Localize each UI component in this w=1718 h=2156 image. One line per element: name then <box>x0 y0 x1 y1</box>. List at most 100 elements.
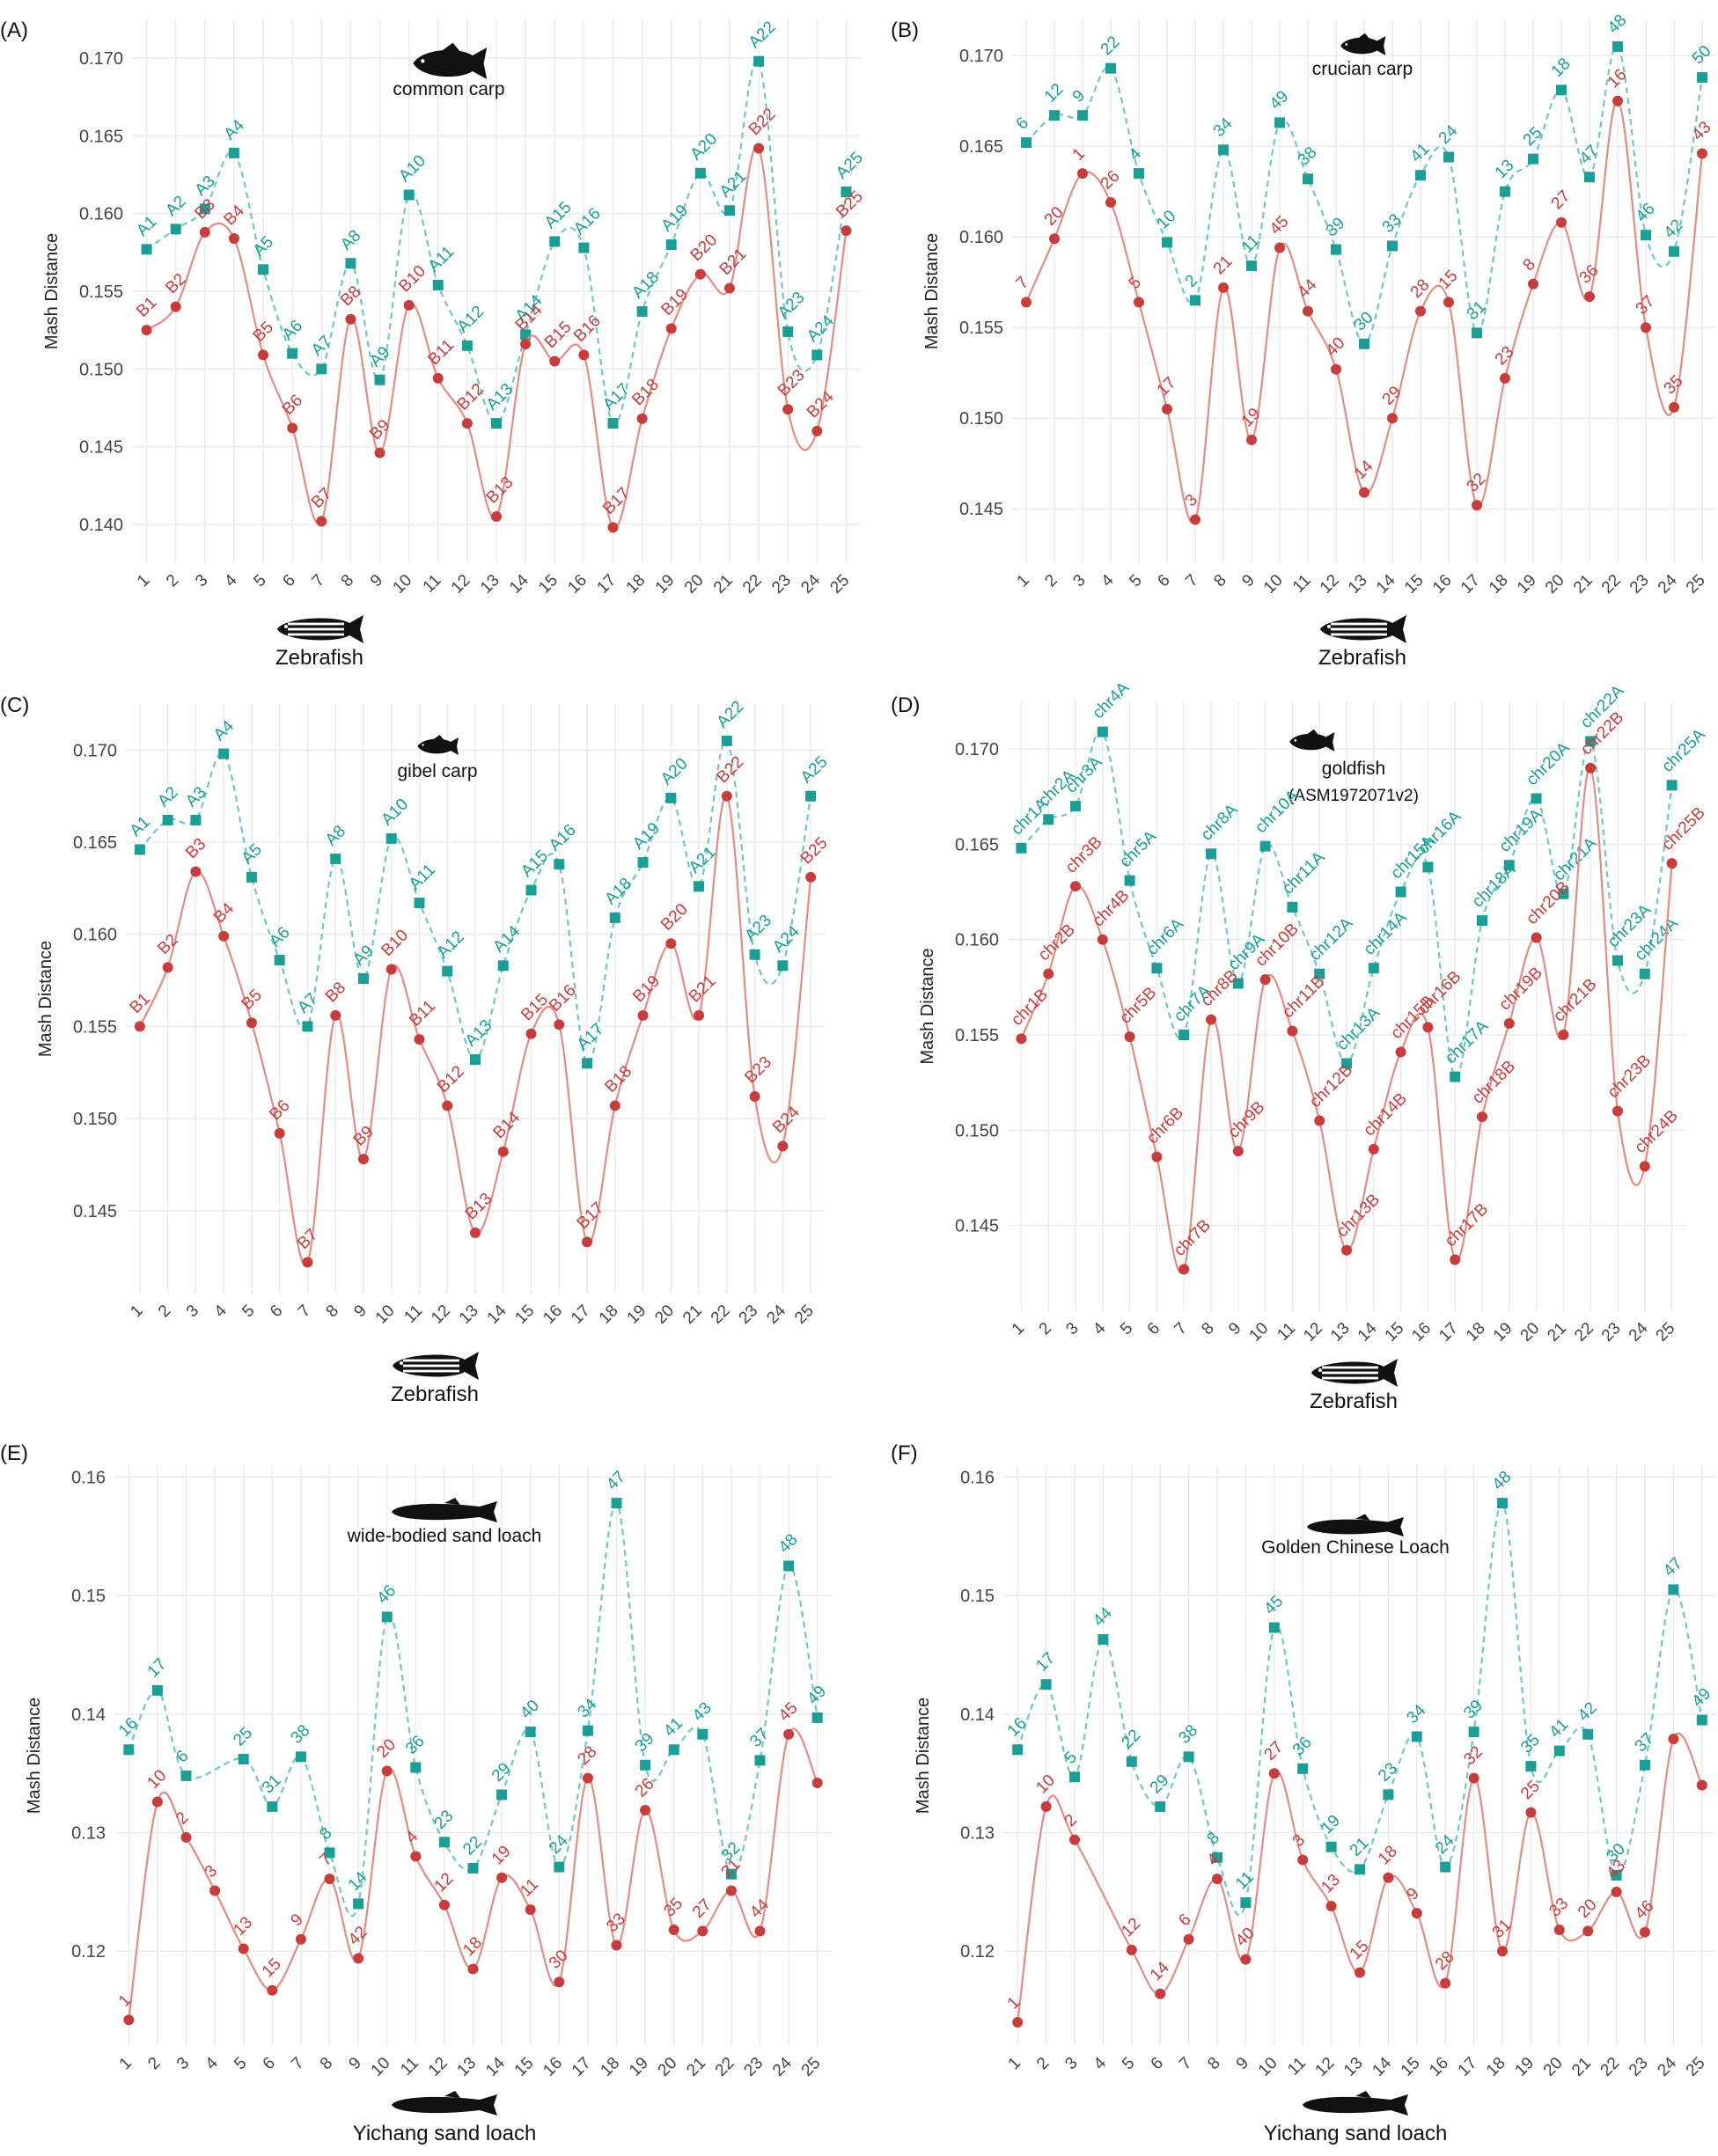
series-a-data-label: A15 <box>518 847 552 881</box>
x-tick-label: 12 <box>1300 1319 1326 1346</box>
series-b-point <box>345 313 356 325</box>
series-b-data-label: 6 <box>1175 1910 1194 1930</box>
series-a-data-label: A23 <box>741 912 775 946</box>
x-axis-label: Zebrafish <box>1310 1390 1398 1413</box>
series-a-point <box>1049 110 1060 121</box>
x-tick-label: 8 <box>1198 1319 1217 1338</box>
series-a-point <box>554 1861 565 1873</box>
y-tick-label: 0.155 <box>79 282 123 302</box>
series-a-data-label: A5 <box>250 233 277 260</box>
fish-body <box>1340 36 1386 55</box>
y-tick-label: 0.145 <box>73 1202 117 1221</box>
series-a-point <box>1070 801 1081 812</box>
series-a-data-label: 34 <box>1210 114 1237 141</box>
series-a-line <box>1025 45 1704 345</box>
x-tick-label: 2 <box>163 571 182 590</box>
series-a-data-label: A11 <box>406 861 439 894</box>
series-a-data-label: A25 <box>833 149 867 183</box>
y-tick-label: 0.14 <box>71 1705 106 1725</box>
x-axis-label: Zebrafish <box>1318 646 1406 670</box>
series-b-point <box>1450 1254 1461 1265</box>
x-tick-label: 14 <box>482 2054 509 2080</box>
series-b-point <box>1178 1264 1190 1275</box>
x-tick-label: 19 <box>652 571 679 598</box>
series-b-data-label: B3 <box>182 835 209 862</box>
series-a-point <box>1355 1864 1365 1875</box>
series-b-point <box>578 349 590 361</box>
series-b-data-label: 10 <box>144 1766 171 1793</box>
series-b-point <box>1639 1161 1650 1172</box>
series-b-point <box>1218 282 1229 293</box>
series-b-point <box>461 418 473 429</box>
series-b-data-label: B14 <box>489 1108 524 1142</box>
series-b-data-label: 1 <box>1069 144 1089 164</box>
series-a-point <box>841 186 852 197</box>
y-tick-label: 0.165 <box>79 127 123 146</box>
species-label: gibel carp <box>397 761 477 781</box>
series-a-point <box>345 258 356 269</box>
series-b-point <box>749 1090 760 1102</box>
series-b-point <box>1151 1151 1163 1162</box>
series-a-point <box>1415 170 1426 181</box>
series-a-data-label: 17 <box>1032 1649 1059 1676</box>
series-a-data-label: A4 <box>221 116 249 144</box>
series-b-point <box>665 938 677 950</box>
series-b-data-label: chr2B <box>1035 920 1079 964</box>
series-a-point <box>1297 1763 1309 1774</box>
series-b-point <box>1612 95 1623 106</box>
series-b-point <box>637 1009 649 1021</box>
series-b-data-label: B21 <box>686 972 720 1007</box>
series-b-point <box>238 1943 249 1954</box>
series-b-data-label: B6 <box>266 1096 293 1124</box>
series-b-point <box>582 1772 593 1784</box>
series-a-data-label: chr19A <box>1495 805 1546 856</box>
series-a-point <box>385 832 397 844</box>
series-b-data-label: 33 <box>1545 1895 1572 1921</box>
x-tick-label: 22 <box>1597 2054 1624 2080</box>
series-a-data-label: A19 <box>629 819 664 854</box>
series-a-point <box>1387 240 1398 252</box>
zebrafish-stripe <box>288 633 344 636</box>
x-tick-label: 20 <box>1517 1319 1544 1346</box>
series-a-point <box>697 1728 708 1740</box>
y-axis-label: Mash Distance <box>914 1698 933 1814</box>
series-b-data-label: B18 <box>601 1062 635 1096</box>
series-a-point <box>1696 1714 1707 1726</box>
series-a-point <box>582 1058 593 1069</box>
series-b-data-label: 44 <box>746 1896 773 1922</box>
series-a-data-label: 42 <box>1661 216 1687 242</box>
series-a-point <box>1497 1498 1508 1509</box>
series-a-data-label: A8 <box>337 226 364 253</box>
series-a-point <box>694 167 706 179</box>
x-tick-label: 7 <box>288 2054 307 2073</box>
x-tick-label: 4 <box>202 2054 223 2074</box>
series-a-data-label: 13 <box>1492 156 1518 182</box>
x-tick-label: 15 <box>511 2054 538 2080</box>
series-a-point <box>1368 963 1379 974</box>
x-tick-label: 1 <box>1013 571 1032 590</box>
x-tick-label: 15 <box>1398 2054 1424 2080</box>
series-b-point <box>258 349 269 361</box>
x-tick-label: 3 <box>1061 2054 1081 2073</box>
series-a-data-label: chr5A <box>1116 827 1160 871</box>
series-b-data-label: 16 <box>1604 65 1631 92</box>
series-a-point <box>403 189 415 201</box>
series-b-data-label: B22 <box>745 105 780 139</box>
series-b-point <box>1525 1807 1537 1818</box>
series-b-point <box>1440 1977 1451 1989</box>
series-a-point <box>1472 327 1482 339</box>
series-b-data-label: 32 <box>1460 1742 1487 1769</box>
loach-icon <box>1303 2091 1408 2116</box>
series-a-data-label: A20 <box>657 755 692 789</box>
x-tick-label: 19 <box>626 2054 652 2080</box>
y-axis-label: Mash Distance <box>918 948 937 1064</box>
x-tick-label: 20 <box>651 1302 678 1328</box>
chart-panel-f: (F)0.120.130.140.150.161 2 3 4 5 6 7 8 9 10 11 12 13… <box>891 1441 1716 2145</box>
series-b-data-label: chr18B <box>1469 1057 1519 1107</box>
series-a-point <box>1528 153 1538 165</box>
x-tick-label: 10 <box>1246 1319 1273 1346</box>
fish-eye <box>422 744 424 746</box>
series-b-point <box>1355 1967 1365 1978</box>
series-b-point <box>694 1009 705 1021</box>
